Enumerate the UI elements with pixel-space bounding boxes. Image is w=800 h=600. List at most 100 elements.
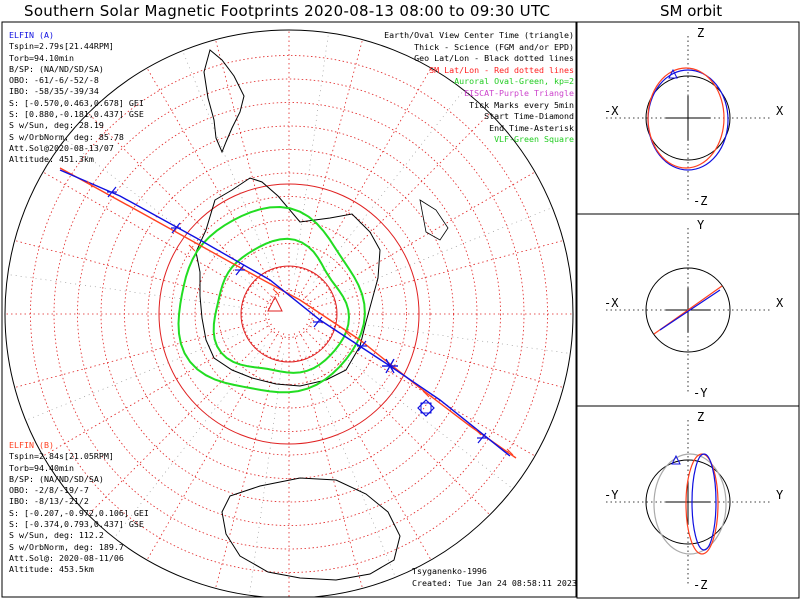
legend-entry: Geo Lat/Lon - Black dotted lines — [414, 53, 574, 64]
sm-mid-circle — [158, 183, 420, 445]
sm-longitude-line — [14, 318, 270, 388]
orbit-panel-yz — [576, 405, 800, 599]
panel1-top-label: Z — [697, 26, 705, 40]
legend-entry: End Time-Asterisk — [489, 122, 574, 133]
elfin-b-name: ELFIN (B) — [9, 440, 54, 450]
legend-entry: Thick - Science (FGM and/or EPD) — [414, 41, 574, 52]
panel1-right-label: X — [776, 104, 784, 118]
sm-longitude-line — [14, 240, 270, 310]
sm-longitude-line — [146, 331, 280, 561]
geo-longitude-line — [328, 319, 571, 354]
geo-longitude-line — [320, 338, 513, 490]
elfin-b-line: Att.Sol@: 2020-08-11/06 — [9, 552, 124, 563]
geo-longitude-line — [65, 138, 258, 290]
island-coastline — [419, 199, 449, 241]
sm-longitude-line — [302, 112, 491, 301]
panel2-right-label: X — [776, 296, 784, 310]
sm-grid — [4, 29, 574, 597]
elfin-a-line: Att.Sol@2020-08-13/07 — [9, 142, 114, 153]
elfin-b-tick — [272, 288, 280, 296]
orbit-a-xy — [659, 289, 721, 331]
sm-longitude-line — [298, 67, 432, 297]
elfin-a-line: OBO: -61/-6/-52/-8 — [9, 75, 99, 86]
panel3-right-label: Y — [776, 488, 784, 502]
elfin-a-end-asterisk — [385, 358, 395, 374]
elfin-b-tick — [506, 448, 514, 456]
legend-entry: Auroral Oval-Green, kp=2 — [454, 76, 574, 87]
elfin-a-line: S w/Sun, deg: 28.19 — [9, 120, 104, 131]
elfin-a-line: B/SP: (NA/ND/SD/SA) — [9, 63, 104, 74]
sm-longitude-line — [42, 323, 272, 457]
geo-longitude-line — [25, 328, 253, 421]
plot-boundary-circle — [4, 29, 574, 597]
orbit-shadow-yz — [653, 453, 727, 555]
south-america-coastline — [203, 49, 245, 154]
sm-longitude-line — [293, 39, 363, 295]
sm-longitude-line — [42, 171, 272, 305]
australia-coastline — [221, 477, 401, 581]
orbit-panel-title: SM orbit — [660, 2, 723, 20]
geo-longitude-line — [182, 50, 275, 278]
elfin-b-tick — [422, 390, 430, 398]
orbit-a-yz-triangle — [671, 454, 681, 465]
panel3-left-label: -Y — [604, 488, 619, 502]
sm-latitude-circle — [77, 102, 501, 526]
sm-longitude-line — [146, 67, 280, 297]
panel3-bottom-label: -Z — [693, 578, 708, 592]
orbit-a-xz-triangle — [668, 68, 678, 79]
orbit-b-xz — [647, 67, 725, 169]
elfin-b-line: OBO: -2/8/-19/-7 — [9, 485, 89, 496]
credit-author: Tsyganenko-1996 — [412, 566, 487, 576]
earth-circle — [645, 267, 731, 353]
elfin-b-tick — [344, 330, 352, 338]
panel2-bottom-label: -Y — [693, 386, 708, 400]
elfin-b-line: S w/Sun, deg: 112.2 — [9, 530, 104, 541]
elfin-b-line: S: [-0.207,-0.972,0.106] GEI — [9, 507, 149, 518]
sm-longitude-line — [298, 331, 432, 561]
view-center-triangle — [267, 295, 283, 312]
sm-longitude-line — [87, 327, 276, 516]
earth-circle — [645, 459, 731, 545]
elfin-b-tick — [474, 428, 482, 436]
panel1-bottom-label: -Z — [693, 194, 708, 208]
start-diamond-box — [420, 402, 432, 414]
elfin-b-line: Tspin=2.84s[21.05RPM] — [9, 451, 114, 462]
sm-longitude-line — [215, 39, 285, 295]
sm-longitude-line — [306, 171, 536, 305]
elfin-a-line: Altitude: 451.3km — [9, 154, 94, 165]
geo-longitude-line — [294, 32, 329, 275]
sm-longitude-line — [87, 112, 276, 301]
sm-latitude-circle — [171, 196, 407, 432]
legend-entry: VLF-Green Square — [494, 134, 574, 145]
footprint-tracks — [59, 167, 517, 459]
panel3-top-label: Z — [697, 410, 705, 424]
polar-plot-frame — [1, 21, 577, 598]
legend-entry: Start Time-Diamond — [484, 111, 574, 122]
geo-longitude-line — [7, 274, 250, 309]
sm-longitude-line — [308, 318, 564, 388]
legend-entry: SM Lat/Lon - Red dotted lines — [429, 64, 574, 75]
elfin-a-line: Tspin=2.79s[21.44RPM] — [9, 41, 114, 52]
sm-longitude-line — [293, 333, 363, 589]
elfin-a-line: S w/OrbNorm, deg: 85.78 — [9, 131, 124, 142]
sm-orbit-panels — [576, 21, 800, 599]
sm-latitude-circle — [147, 172, 431, 456]
elfin-a-track — [59, 169, 511, 457]
elfin-b-line: Torb=94.40min — [9, 462, 74, 473]
geo-longitude-line — [313, 90, 465, 283]
sm-latitude-circle — [53, 78, 525, 550]
geo-longitude-line — [303, 350, 396, 578]
panel2-top-label: Y — [697, 218, 705, 232]
sm-longitude-line — [215, 333, 285, 589]
auroral-oval-inner — [212, 237, 351, 374]
geo-longitude-line — [325, 207, 553, 300]
sm-longitude-line — [308, 240, 564, 310]
elfin-b-info: ELFIN (B) Tspin=2.84s[21.05RPM] Torb=94.… — [9, 440, 149, 576]
legend-entry: Tick Marks every 5min — [469, 99, 574, 110]
panel2-left-label: -X — [604, 296, 619, 310]
elfin-a-name: ELFIN (A) — [9, 30, 54, 40]
auroral-oval-outer — [177, 205, 366, 394]
elfin-a-line: IBO: -58/35/-39/34 — [9, 86, 99, 97]
legend-entry: Earth/Oval View Center Time (triangle) — [384, 30, 574, 40]
